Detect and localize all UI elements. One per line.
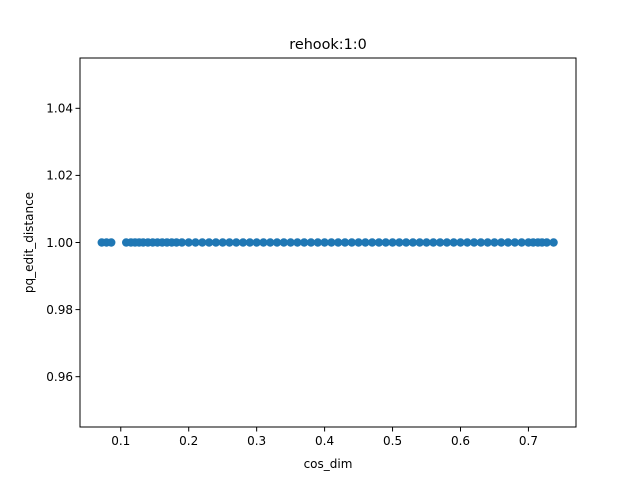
scatter-points — [97, 238, 558, 247]
x-tick-label: 0.4 — [315, 434, 334, 448]
y-tick-label: 0.98 — [46, 303, 73, 317]
scatter-point — [347, 238, 356, 247]
scatter-point — [300, 238, 309, 247]
scatter-point — [510, 238, 520, 247]
scatter-point — [435, 238, 445, 247]
scatter-point — [252, 238, 261, 247]
scatter-point — [266, 238, 275, 247]
scatter-point — [107, 238, 116, 247]
scatter-point — [408, 238, 418, 247]
scatter-point — [279, 238, 289, 247]
y-tick-label: 1.04 — [46, 102, 73, 116]
x-tick-label: 0.2 — [179, 434, 198, 448]
scatter-point — [497, 238, 506, 247]
scatter-point — [429, 238, 438, 247]
scatter-point — [245, 238, 255, 247]
scatter-point — [361, 238, 370, 247]
scatter-point — [232, 238, 241, 247]
x-tick-label: 0.6 — [451, 434, 470, 448]
scatter-point — [177, 238, 187, 247]
scatter-point — [184, 238, 193, 247]
chart-title: rehook:1:0 — [289, 37, 367, 53]
y-axis-label: pq_edit_distance — [22, 192, 36, 293]
y-axis: 0.96 0.98 1.00 1.02 1.04 — [46, 102, 80, 384]
scatter-point — [442, 238, 452, 247]
scatter-point — [388, 238, 397, 247]
scatter-point — [469, 238, 479, 247]
scatter-point — [483, 238, 492, 247]
scatter-point — [490, 238, 499, 247]
scatter-point — [191, 238, 200, 247]
scatter-point — [259, 238, 268, 247]
scatter-point — [354, 238, 363, 247]
scatter-point — [293, 238, 302, 247]
scatter-point — [313, 238, 323, 247]
scatter-point — [204, 238, 214, 247]
x-tick-label: 0.1 — [111, 434, 130, 448]
scatter-point — [320, 238, 329, 247]
scatter-point — [395, 238, 404, 247]
x-tick-label: 0.3 — [247, 434, 266, 448]
scatter-point — [422, 238, 431, 247]
scatter-point — [449, 238, 458, 247]
y-tick-label: 0.96 — [46, 370, 73, 384]
scatter-point — [238, 238, 248, 247]
x-tick-label: 0.5 — [383, 434, 402, 448]
scatter-point — [272, 238, 282, 247]
scatter-point — [549, 238, 558, 247]
scatter-point — [225, 238, 234, 247]
scatter-point — [401, 238, 411, 247]
scatter-point — [463, 238, 472, 247]
scatter-point — [306, 238, 316, 247]
y-tick-label: 1.00 — [46, 236, 73, 250]
scatter-point — [198, 238, 207, 247]
x-axis-label: cos_dim — [304, 457, 353, 471]
scatter-point — [374, 238, 384, 247]
scatter-point — [381, 238, 390, 247]
scatter-point — [286, 238, 295, 247]
scatter-point — [327, 238, 336, 247]
scatter-point — [211, 238, 221, 247]
scatter-point — [340, 238, 350, 247]
scatter-point — [542, 238, 551, 247]
scatter-point — [456, 238, 465, 247]
scatter-point — [415, 238, 424, 247]
scatter-point — [218, 238, 227, 247]
scatter-point — [476, 238, 486, 247]
x-tick-label: 0.7 — [519, 434, 538, 448]
scatter-point — [333, 238, 343, 247]
scatter-point — [517, 238, 526, 247]
y-tick-label: 1.02 — [46, 169, 73, 183]
scatter-point — [503, 238, 513, 247]
x-axis: 0.1 0.2 0.3 0.4 0.5 0.6 0.7 — [111, 427, 538, 448]
scatter-point — [367, 238, 377, 247]
